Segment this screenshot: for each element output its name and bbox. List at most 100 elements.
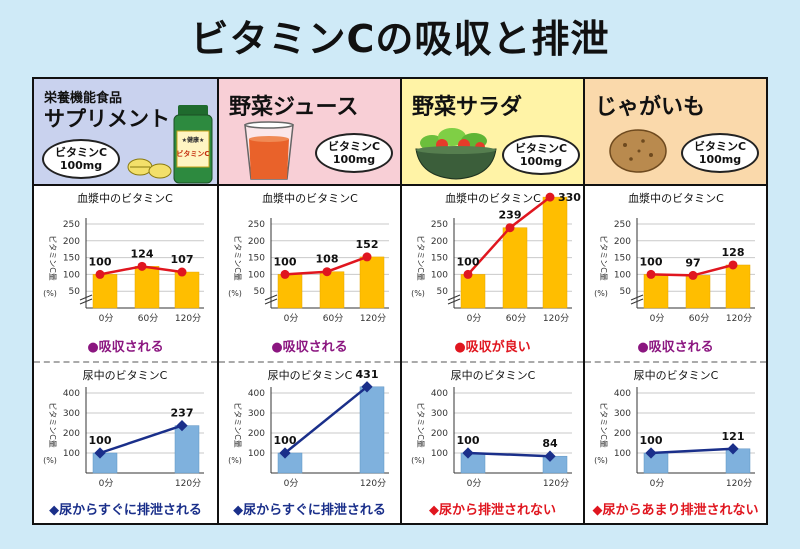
dose-bubble: ビタミンC 100mg xyxy=(42,139,120,179)
x-tick-label: 120分 xyxy=(175,313,201,324)
column-supplement: 栄養機能食品 サプリメント ビタミンC 100mg ★健康★ ビタミンC xyxy=(34,79,217,523)
bar xyxy=(542,196,568,309)
y-tick-label: 50 xyxy=(437,287,449,297)
y-tick-label: 100 xyxy=(614,270,631,280)
column-label: じゃがいも xyxy=(595,95,706,120)
blood-chart-panel: 血漿中のビタミンC ビタミンC量 (%) 50 100 150 200 250 0分 60分 120… xyxy=(219,186,400,336)
y-tick-label: 50 xyxy=(620,287,632,297)
series-line xyxy=(467,451,551,458)
data-point xyxy=(544,450,556,462)
data-label: 124 xyxy=(131,247,154,260)
blood-note: ●吸収される xyxy=(637,340,714,355)
data-label: 84 xyxy=(542,437,558,450)
y-tick-label: 150 xyxy=(614,254,631,264)
y-tick-label: 400 xyxy=(431,389,448,399)
chart-title: 血漿中のビタミンC xyxy=(262,191,358,205)
x-tick-label: 0分 xyxy=(99,478,114,489)
urine-note: ◆尿から排泄されない xyxy=(429,503,556,518)
data-label: 152 xyxy=(356,238,379,251)
y-tick-label: 250 xyxy=(248,220,265,230)
y-tick-label: 250 xyxy=(431,220,448,230)
salad-bowl-icon xyxy=(415,128,497,180)
x-tick-label: 120分 xyxy=(726,313,752,324)
chart-title: 血漿中のビタミンC xyxy=(628,191,724,205)
y-tick-label: 250 xyxy=(63,220,80,230)
series-line xyxy=(650,447,734,455)
chart-title: 血漿中のビタミンC xyxy=(77,191,173,205)
y-tick-label: 200 xyxy=(614,429,631,439)
data-label: 108 xyxy=(316,253,339,266)
x-tick-label: 0分 xyxy=(650,478,665,489)
bar xyxy=(319,271,345,309)
data-point xyxy=(177,267,187,277)
chart-title: 尿中のビタミンC xyxy=(451,369,536,382)
column-label: 野菜サラダ xyxy=(412,95,523,120)
y-tick-label: 200 xyxy=(431,429,448,439)
bar xyxy=(643,274,669,309)
bar xyxy=(542,455,568,474)
axis-break-mark xyxy=(79,294,93,305)
y-axis-unit: (%) xyxy=(228,289,242,298)
x-tick-label: 0分 xyxy=(467,313,482,324)
data-point xyxy=(95,269,105,279)
y-tick-label: 200 xyxy=(431,237,448,247)
x-tick-label: 0分 xyxy=(650,313,665,324)
blood-note: ●吸収が良い xyxy=(454,340,531,355)
data-label: 107 xyxy=(171,253,194,266)
y-tick-label: 300 xyxy=(248,409,265,419)
blood-note: ●吸収される xyxy=(271,340,348,355)
data-point xyxy=(362,252,372,262)
x-tick-label: 120分 xyxy=(175,478,201,489)
column-header: 野菜ジュース ビタミンC 100mg xyxy=(219,79,400,186)
data-label: 100 xyxy=(640,434,663,447)
y-tick-label: 200 xyxy=(248,237,265,247)
blood-chart-panel: 血漿中のビタミンC ビタミンC量 (%) 50 100 150 200 250 0分 60分 120… xyxy=(34,186,217,336)
data-point xyxy=(646,269,656,279)
y-tick-label: 150 xyxy=(248,254,265,264)
bar xyxy=(725,264,751,309)
data-point xyxy=(728,260,738,270)
series-line xyxy=(284,385,368,454)
y-axis-label: ビタミンC量 xyxy=(416,235,425,281)
blood-chart-panel: 血漿中のビタミンC ビタミンC量 (%) 50 100 150 200 250 0分 60分 120… xyxy=(402,186,583,336)
column-sublabel: 栄養機能食品 xyxy=(44,91,123,106)
bar xyxy=(725,448,751,474)
data-label: 239 xyxy=(499,209,522,222)
y-tick-label: 300 xyxy=(614,409,631,419)
dose-bubble: ビタミンC 100mg xyxy=(681,133,759,173)
data-label: 431 xyxy=(356,368,379,381)
data-point xyxy=(688,270,698,280)
series-line xyxy=(99,424,183,455)
column-header: じゃがいも ビタミンC 100mg xyxy=(585,79,766,186)
data-point xyxy=(545,192,555,202)
data-point xyxy=(505,223,515,233)
bar xyxy=(359,386,385,474)
section-divider xyxy=(585,361,766,363)
y-tick-label: 300 xyxy=(431,409,448,419)
y-tick-label: 150 xyxy=(431,254,448,264)
column-label: 野菜ジュース xyxy=(229,95,359,120)
bar xyxy=(92,274,118,309)
chart-title: 血漿中のビタミンC xyxy=(445,191,541,205)
data-label: 100 xyxy=(457,434,480,447)
y-tick-label: 200 xyxy=(63,429,80,439)
data-label: 237 xyxy=(171,407,194,420)
column-header: 栄養機能食品 サプリメント ビタミンC 100mg ★健康★ ビタミンC xyxy=(34,79,217,186)
bar xyxy=(92,452,118,474)
data-label: 100 xyxy=(457,255,480,268)
bar xyxy=(460,452,486,474)
x-tick-label: 120分 xyxy=(543,313,569,324)
axis-break-mark xyxy=(447,294,461,305)
y-tick-label: 100 xyxy=(63,449,80,459)
y-axis-unit: (%) xyxy=(43,456,57,465)
data-label: 121 xyxy=(722,430,745,443)
y-axis-unit: (%) xyxy=(594,289,608,298)
y-tick-label: 200 xyxy=(248,429,265,439)
y-tick-label: 250 xyxy=(614,220,631,230)
section-divider xyxy=(219,361,400,363)
y-axis-label: ビタミンC量 xyxy=(233,235,242,281)
urine-chart-panel: 尿中のビタミンC ビタミンC量 (%) 100 200 300 400 0分 120分 100 43… xyxy=(219,363,400,497)
bar xyxy=(277,452,303,474)
y-tick-label: 400 xyxy=(614,389,631,399)
